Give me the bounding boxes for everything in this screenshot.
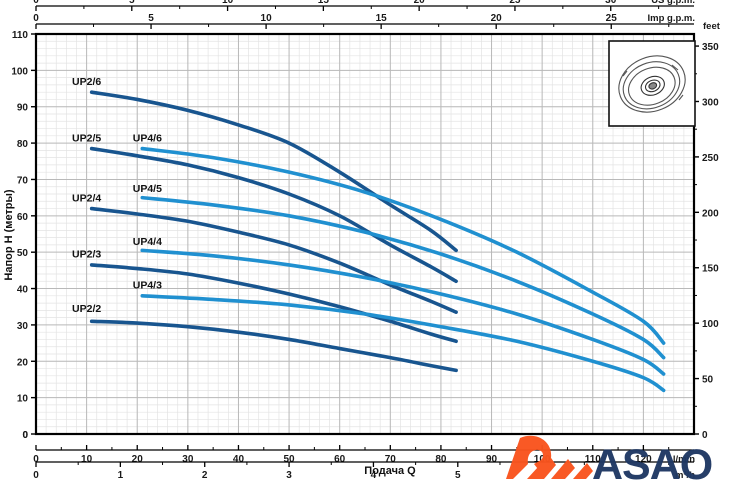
svg-text:90: 90 — [17, 103, 29, 114]
svg-text:30: 30 — [17, 321, 29, 332]
svg-text:90: 90 — [486, 454, 498, 465]
svg-text:110: 110 — [12, 30, 29, 41]
svg-text:5: 5 — [148, 13, 154, 24]
svg-text:110: 110 — [585, 454, 602, 465]
svg-text:feet: feet — [703, 21, 721, 32]
y-axis-title: Напор H (метры) — [3, 189, 15, 280]
svg-text:25: 25 — [509, 0, 521, 6]
curves-group — [89, 90, 666, 393]
svg-text:15: 15 — [318, 0, 330, 6]
svg-text:70: 70 — [17, 175, 29, 186]
svg-text:Imp g.p.m.: Imp g.p.m. — [648, 13, 696, 24]
svg-text:10: 10 — [81, 454, 93, 465]
curve-up2-5 — [89, 146, 458, 284]
svg-text:80: 80 — [435, 454, 447, 465]
svg-text:40: 40 — [17, 285, 29, 296]
svg-text:5: 5 — [129, 0, 135, 6]
curve-label-up4-5: UP4/5 — [133, 183, 162, 195]
svg-text:20: 20 — [414, 0, 426, 6]
svg-text:40: 40 — [233, 454, 245, 465]
svg-text:120: 120 — [635, 454, 652, 465]
svg-text:60: 60 — [334, 454, 346, 465]
svg-text:0: 0 — [22, 430, 28, 441]
curve-label-up2-3: UP2/3 — [72, 249, 101, 261]
svg-text:US g.p.m.: US g.p.m. — [651, 0, 695, 6]
curve-up4-6 — [140, 146, 666, 345]
svg-text:50: 50 — [17, 248, 29, 259]
svg-text:20: 20 — [491, 13, 503, 24]
svg-text:300: 300 — [702, 97, 719, 108]
curve-label-up2-5: UP2/5 — [72, 132, 101, 144]
svg-text:30: 30 — [182, 454, 194, 465]
curve-label-up2-6: UP2/6 — [72, 76, 101, 88]
curve-label-up2-2: UP2/2 — [72, 303, 101, 315]
svg-text:0: 0 — [33, 13, 39, 24]
curve-up4-3 — [140, 294, 666, 393]
curve-up4-4 — [140, 248, 666, 376]
svg-text:3: 3 — [286, 470, 292, 481]
pump-illustration-inset — [608, 40, 696, 127]
curve-label-up2-4: UP2/4 — [72, 192, 101, 204]
svg-text:20: 20 — [132, 454, 144, 465]
svg-text:5: 5 — [455, 470, 461, 481]
svg-text:50: 50 — [702, 375, 714, 386]
svg-text:150: 150 — [702, 264, 719, 275]
asao-watermark: ASAO — [506, 435, 713, 481]
svg-text:30: 30 — [605, 0, 617, 6]
svg-text:2: 2 — [202, 470, 208, 481]
asao-mark-icon — [506, 435, 593, 479]
svg-text:50: 50 — [284, 454, 296, 465]
curve-up2-2 — [89, 319, 458, 373]
x-axis-title: Подача Q — [364, 465, 416, 477]
svg-text:250: 250 — [702, 153, 719, 164]
curve-label-up4-3: UP4/3 — [133, 280, 162, 292]
curve-up4-5 — [140, 195, 666, 360]
curve-up2-3 — [89, 263, 458, 344]
svg-text:70: 70 — [385, 454, 397, 465]
curve-labels-group: UP2/6 UP2/5 UP2/4 UP2/3 UP2/2 UP4/6 UP4/5 UP4/4… — [72, 76, 162, 315]
svg-text:350: 350 — [702, 42, 719, 53]
svg-text:0: 0 — [33, 0, 39, 6]
curve-label-up4-4: UP4/4 — [133, 236, 162, 248]
svg-text:10: 10 — [222, 0, 234, 6]
top-axes-group: 0 5 10 15 20 25 Imp g.p.m. 0 5 10 15 20 25 30 US g.p.m… — [33, 0, 695, 29]
svg-text:20: 20 — [17, 357, 29, 368]
svg-text:200: 200 — [702, 208, 719, 219]
curve-up2-6 — [89, 90, 458, 253]
svg-text:15: 15 — [376, 13, 388, 24]
svg-text:100: 100 — [11, 66, 28, 77]
svg-text:60: 60 — [17, 212, 29, 223]
svg-text:25: 25 — [606, 13, 618, 24]
svg-text:0: 0 — [33, 454, 39, 465]
svg-text:0: 0 — [33, 470, 39, 481]
unit-m3h: m³/h — [675, 470, 695, 481]
svg-text:4: 4 — [371, 470, 377, 481]
svg-text:100: 100 — [702, 319, 719, 330]
svg-text:1: 1 — [118, 470, 124, 481]
svg-text:10: 10 — [17, 394, 29, 405]
svg-text:0: 0 — [702, 430, 708, 441]
asao-wordmark: ASAO — [592, 441, 712, 481]
svg-text:l/min: l/min — [673, 454, 695, 465]
curve-label-up4-6: UP4/6 — [133, 132, 162, 144]
curve-up2-4 — [89, 206, 458, 314]
plot-frame — [34, 32, 696, 436]
svg-text:10: 10 — [261, 13, 273, 24]
right-axis-group: 0 50 100 150 200 250 300 350 feet — [694, 21, 721, 441]
svg-text:80: 80 — [17, 139, 29, 150]
svg-text:0: 0 — [22, 430, 28, 441]
